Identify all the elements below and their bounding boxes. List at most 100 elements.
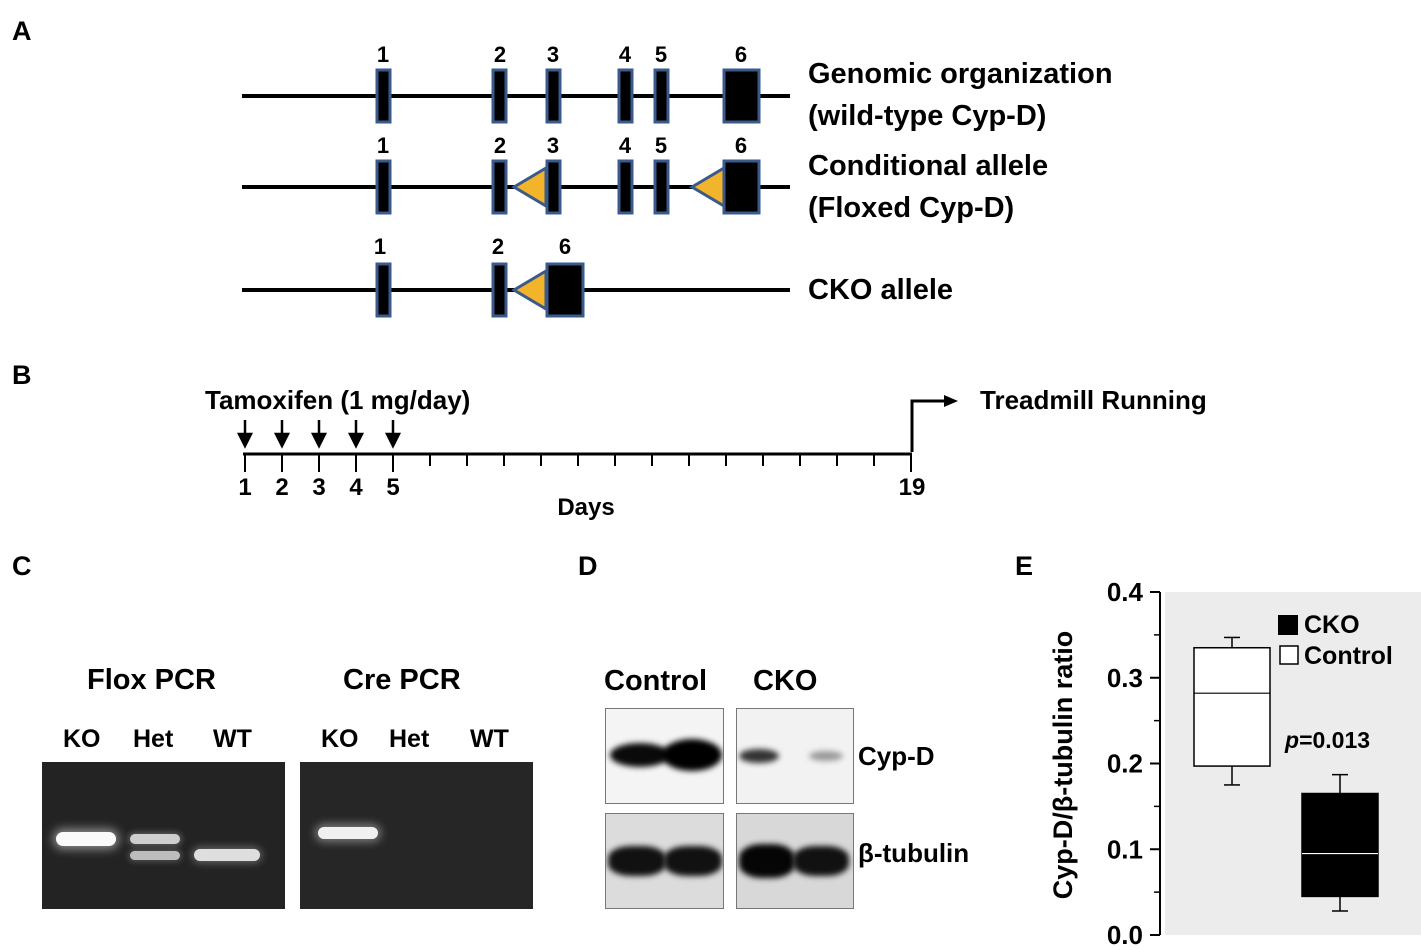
box-plot: 0.0 0.1 0.2 0.3 0.4 Cyp-D/β-tubulin ratio CK… [1048,577,1421,950]
exon-number: 6 [559,234,571,259]
gel-band [318,827,378,839]
exon-2 [491,159,508,215]
lane-label: WT [213,725,252,753]
band-label-tubulin: β-tubulin [858,838,970,868]
box-cko [1301,792,1379,898]
exon-1 [375,159,392,215]
day-tick-label: 3 [312,474,325,501]
y-tick-label: 0.2 [1107,749,1143,779]
y-tick-label: 0.1 [1107,834,1143,864]
gel-band [194,849,260,861]
exon-number: 4 [619,133,632,158]
exon-number: 6 [735,133,747,158]
treadmill-arrow [910,395,958,452]
blot-band [739,844,795,878]
exon-number: 2 [494,133,506,158]
exon-5 [653,159,670,215]
exon-6 [545,262,585,318]
exon-1 [375,68,392,124]
gel-band [130,834,180,844]
exon-number: 1 [377,42,389,67]
lane-label: KO [63,725,101,753]
allele-label-wildtype: Genomic organization [808,58,1113,90]
panel-letter-e: E [1015,551,1034,581]
p-value-annotation: p=0.013 [1284,727,1370,753]
exon-number: 3 [547,133,559,158]
cypd-blot-control [605,708,724,804]
exon-number: 4 [619,42,632,67]
day-tick-label: 19 [899,474,926,501]
gel-band [130,851,180,860]
blot-band [739,749,779,763]
day-tick-label: 2 [275,474,288,501]
lane-label: Het [133,725,174,753]
legend-swatch-cko [1278,615,1298,635]
legend-swatch-control [1279,645,1299,665]
exon-number: 5 [655,42,667,67]
allele-cko: 1 2 6 [242,234,790,318]
blot-band [610,743,670,767]
blot-band [809,751,843,761]
panel-letter-b: B [12,360,32,390]
lane-label: WT [470,725,509,753]
legend-label-control: Control [1304,642,1393,670]
treatment-label: Tamoxifen (1 mg/day) [205,385,471,415]
allele-wildtype: 1 2 3 4 5 6 [242,42,790,124]
blot-band [664,846,722,876]
cypd-blot-cko [736,708,854,804]
blot-band [608,846,666,876]
exon-number: 1 [374,234,386,259]
blot-band [793,846,849,876]
exon-6 [722,159,761,215]
allele-floxed: 1 2 3 4 5 6 [242,133,790,215]
allele-sublabel-floxed: (Floxed Cyp-D) [808,192,1015,224]
tubulin-blot-control [605,813,724,909]
dose-arrows [236,420,402,449]
gene-diagram: 1 2 3 4 5 6 1 2 3 4 5 6 1 2 6 [242,42,790,318]
panel-letter-c: C [12,551,32,581]
event-label: Treadmill Running [980,385,1207,415]
y-tick-label: 0.3 [1107,663,1143,693]
exon-2 [491,262,508,318]
exon-1 [375,262,392,318]
days-axis-label: Days [557,494,614,520]
cre-pcr-gel [300,762,533,909]
panel-letter-a: A [12,16,32,46]
blot-group-cko: CKO [753,665,818,697]
band-label-cypd: Cyp-D [858,741,935,771]
exon-number: 3 [547,42,559,67]
box-control [1193,646,1271,767]
panel-letter-d: D [578,551,598,581]
allele-sublabel-wildtype: (wild-type Cyp-D) [808,100,1047,132]
exon-2 [491,68,508,124]
allele-label-cko: CKO allele [808,274,954,306]
tubulin-blot-cko [736,813,854,909]
lane-label: Het [389,725,430,753]
y-tick-label: 0.0 [1107,920,1143,950]
exon-6 [722,68,761,124]
exon-3 [545,68,562,124]
exon-number: 5 [655,133,667,158]
exon-4 [617,159,634,215]
exon-3 [545,159,562,215]
day-tick-label: 5 [386,474,399,501]
blot-band [662,739,722,771]
day-tick-label: 4 [349,474,363,501]
exon-number: 2 [492,234,504,259]
y-axis-label: Cyp-D/β-tubulin ratio [1048,631,1078,899]
exon-4 [617,68,634,124]
exon-5 [653,68,670,124]
exon-number: 1 [377,133,389,158]
allele-label-floxed: Conditional allele [808,150,1049,182]
legend-label-cko: CKO [1304,611,1360,639]
exon-number: 6 [735,42,747,67]
day-tick-label: 1 [238,474,251,501]
cre-pcr-title: Cre PCR [343,664,461,696]
flox-pcr-title: Flox PCR [87,664,216,696]
y-tick-label: 0.4 [1107,577,1144,607]
gel-band [56,832,116,846]
blot-group-control: Control [604,665,708,697]
lane-label: KO [321,725,359,753]
exon-number: 2 [494,42,506,67]
flox-pcr-gel [42,762,285,909]
